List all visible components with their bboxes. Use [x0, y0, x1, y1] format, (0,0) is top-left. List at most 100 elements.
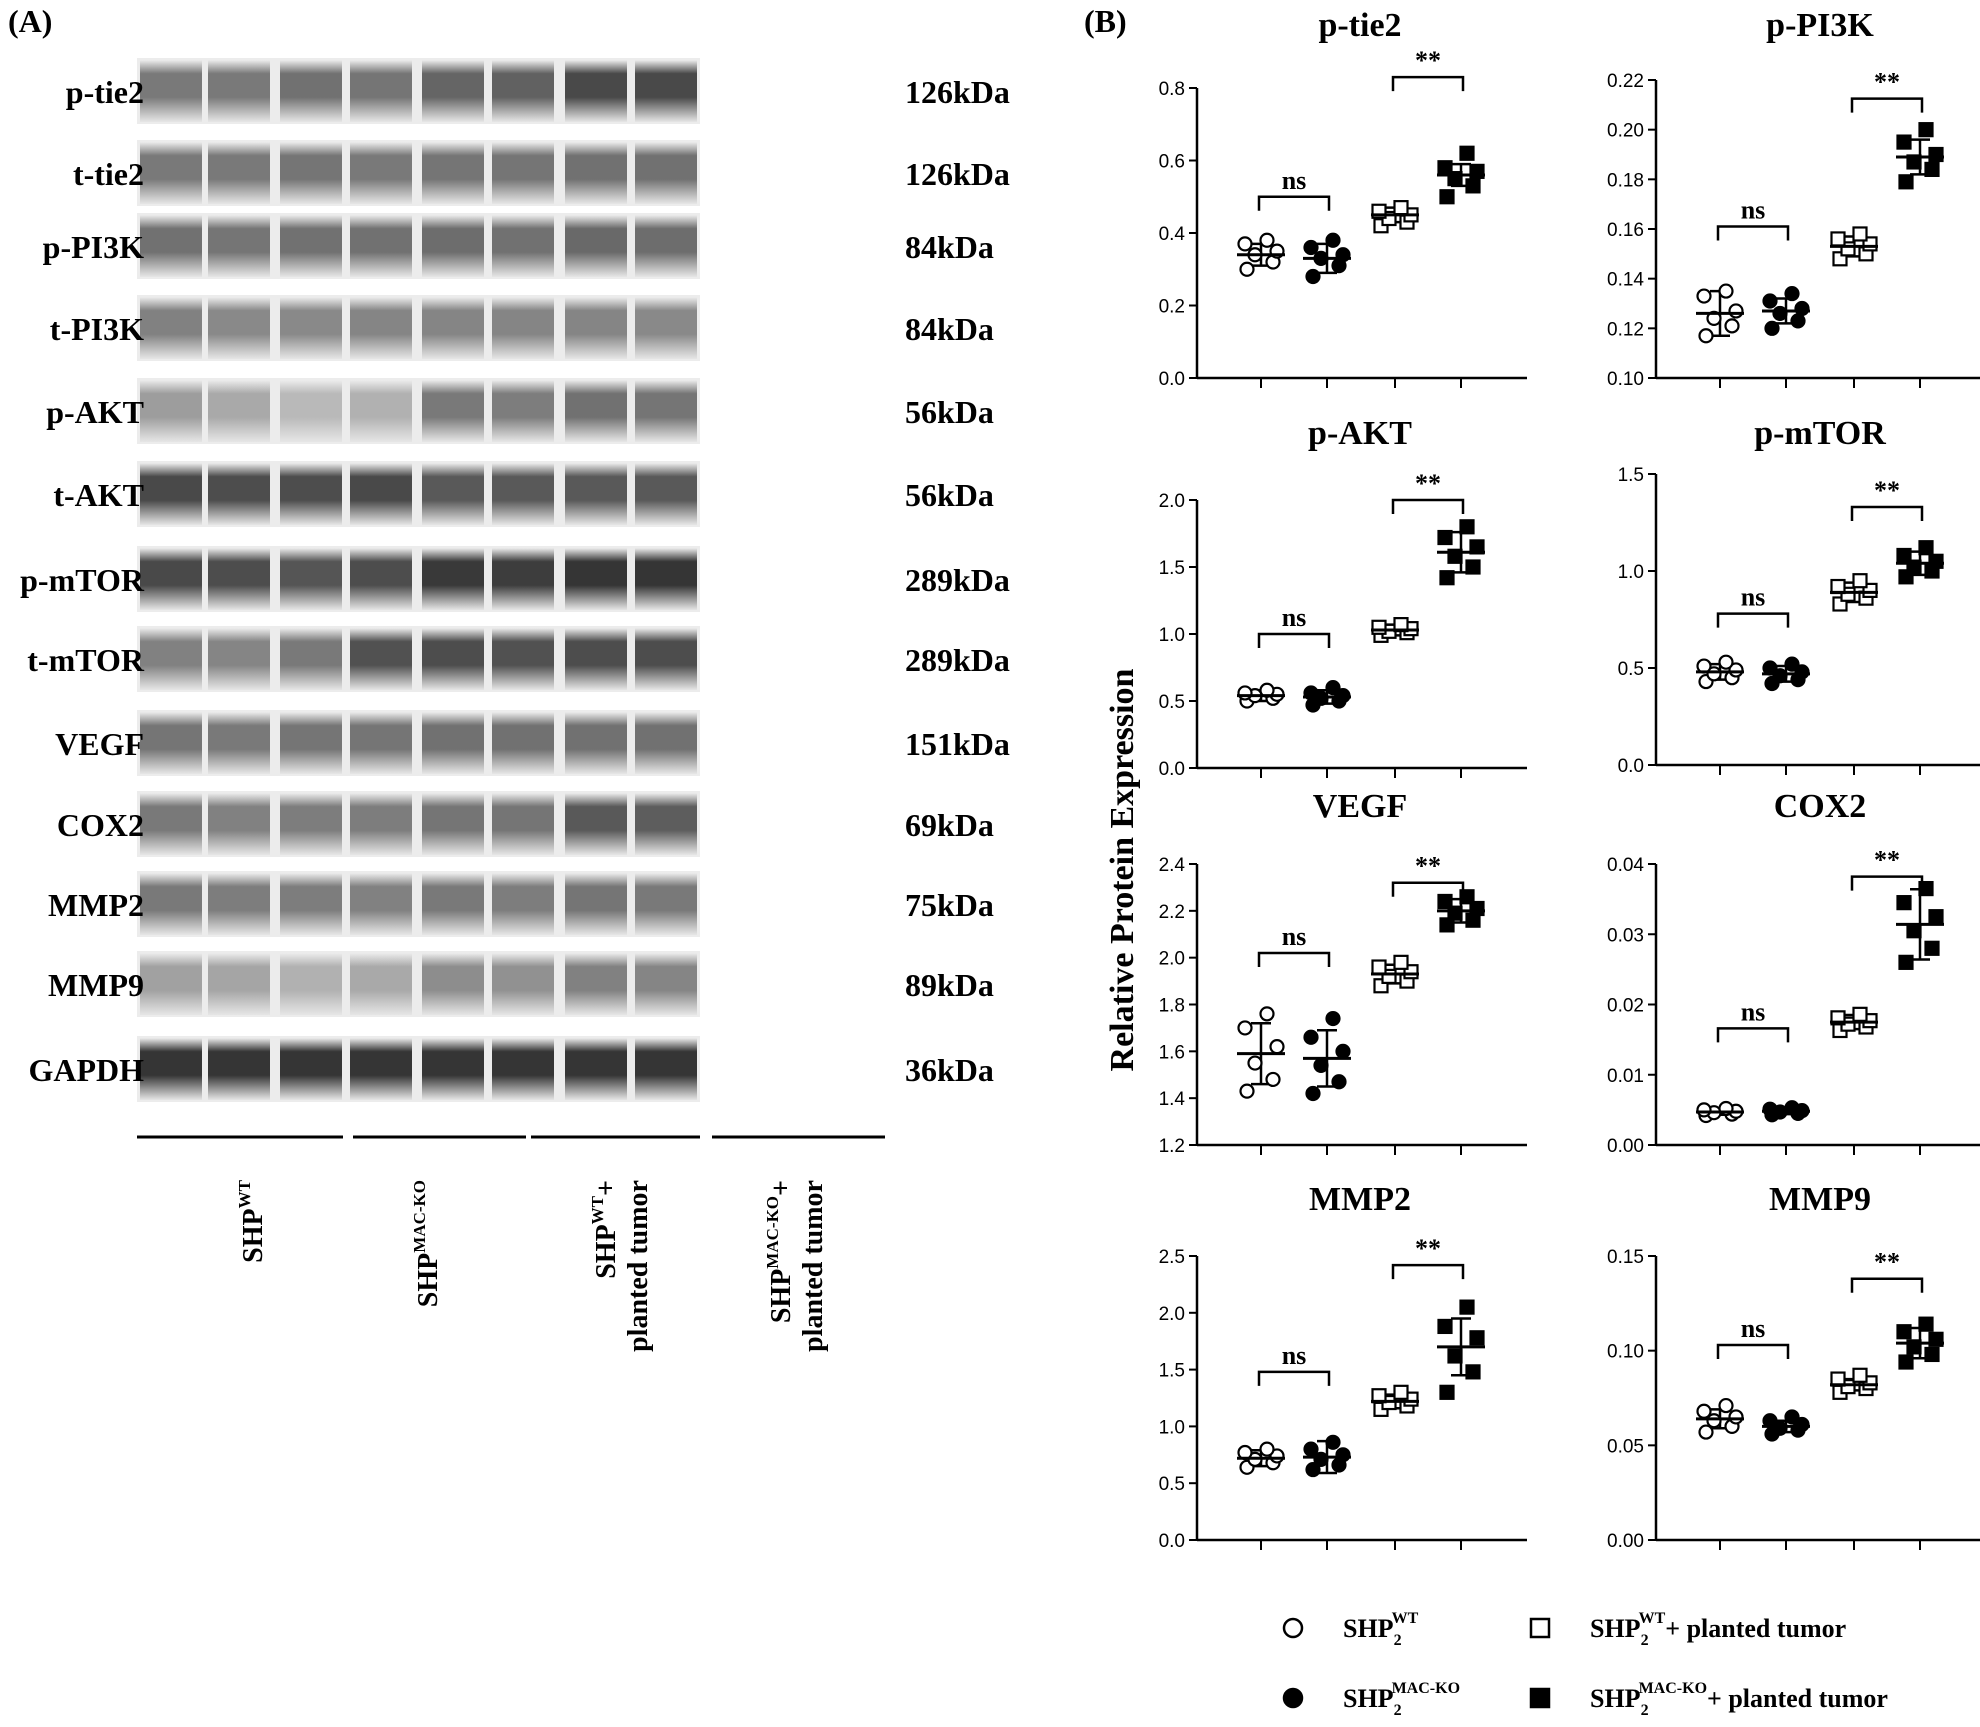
blot-lane-8 — [635, 380, 697, 442]
significance-bracket: ** — [1850, 846, 1924, 891]
y-tick-label: 1.6 — [1159, 1042, 1185, 1063]
blot-lane-5 — [422, 142, 484, 204]
significance-bracket: ** — [1850, 68, 1924, 113]
data-point — [1239, 261, 1255, 277]
blot-lane-8 — [635, 215, 697, 277]
data-point — [1371, 619, 1387, 635]
blot-row-p-tie2: p-tie2 126kDa — [66, 58, 1010, 124]
blot-lane-2 — [208, 1038, 270, 1100]
blot-lane-2 — [208, 712, 270, 774]
data-point — [1393, 1384, 1409, 1400]
group-open-square — [1830, 1006, 1878, 1039]
group-filled-circle — [1762, 285, 1810, 336]
group-open-square — [1371, 954, 1419, 994]
y-tick-label: 1.5 — [1618, 465, 1644, 486]
data-point — [1305, 1461, 1321, 1478]
group-filled-circle — [1303, 1010, 1351, 1102]
y-tick-label: 0.0 — [1159, 759, 1185, 780]
blot-lane-6 — [492, 142, 554, 204]
legend: SHP2WT SHP2WT+ planted tumor SHP2MAC-KO SHP… — [1282, 1610, 1888, 1719]
significance-bracket: ** — [1391, 852, 1465, 897]
blot-lane-2 — [208, 628, 270, 690]
blot-lane-4 — [350, 1038, 412, 1100]
blot-row-p-pi3k: p-PI3K 84kDa — [43, 213, 994, 279]
significance-label: ns — [1282, 1341, 1307, 1370]
data-point — [1469, 1330, 1485, 1346]
data-point — [1239, 1083, 1255, 1099]
data-point — [1437, 160, 1453, 176]
y-tick-label: 2.0 — [1159, 949, 1185, 970]
blot-row-p-akt: p-AKT 56kDa — [46, 378, 994, 444]
blot-label: MMP9 — [48, 967, 144, 1003]
blot-lane-8 — [635, 793, 697, 855]
blot-lane-8 — [635, 142, 697, 204]
data-point — [1924, 940, 1940, 956]
chart-title: VEGF — [1313, 788, 1407, 825]
y-tick-label: 0.8 — [1159, 79, 1185, 100]
y-tick-label: 0.00 — [1607, 1136, 1644, 1157]
blot-lane-6 — [492, 215, 554, 277]
y-tick-label: 2.5 — [1159, 1247, 1185, 1268]
kda-label: 36kDa — [905, 1052, 994, 1088]
legend-item-open-square: SHP2WT+ planted tumor — [1529, 1610, 1846, 1649]
chart-title: p-mTOR — [1754, 415, 1886, 452]
group-open-circle — [1696, 1397, 1744, 1440]
data-point — [1718, 1397, 1734, 1414]
group-label-line2: planted tumor — [623, 1180, 654, 1352]
blot-label: MMP2 — [48, 887, 144, 923]
kda-label: 289kDa — [905, 562, 1010, 598]
group-open-square — [1371, 200, 1419, 234]
data-point — [1898, 954, 1914, 970]
blot-row-mmp9: MMP9 89kDa — [48, 951, 994, 1017]
blot-label: p-mTOR — [20, 562, 145, 598]
group-open-circle — [1237, 1006, 1285, 1099]
blot-lane-2 — [208, 142, 270, 204]
blot-lane-4 — [350, 793, 412, 855]
bracket-line — [1391, 881, 1465, 897]
significance-label: ns — [1741, 196, 1766, 225]
kda-label: 151kDa — [905, 726, 1010, 762]
y-tick-label: 0.02 — [1607, 996, 1644, 1017]
group-open-circle — [1696, 654, 1744, 690]
blot-lane-8 — [635, 953, 697, 1015]
data-point — [1393, 200, 1409, 216]
significance-bracket: ** — [1391, 1234, 1465, 1280]
group-open-square — [1830, 573, 1878, 612]
blot-label: GAPDH — [28, 1052, 144, 1088]
blot-lane-5 — [422, 712, 484, 774]
y-tick-label: 0.03 — [1607, 925, 1644, 946]
data-point — [1265, 1071, 1281, 1088]
blot-lane-1 — [140, 463, 202, 525]
blot-lane-4 — [350, 873, 412, 935]
blot-lane-1 — [140, 215, 202, 277]
significance-label: ns — [1282, 603, 1307, 632]
blot-lane-6 — [492, 1038, 554, 1100]
blot-lane-5 — [422, 380, 484, 442]
data-point — [1918, 1316, 1934, 1332]
blot-lane-5 — [422, 215, 484, 277]
data-point — [1918, 540, 1934, 556]
group-filled-square — [1437, 145, 1485, 205]
blot-lane-8 — [635, 628, 697, 690]
significance-label: ns — [1741, 997, 1766, 1026]
data-point — [1906, 154, 1922, 170]
data-point — [1439, 189, 1455, 205]
group-filled-square — [1437, 1299, 1485, 1400]
legend-label: SHP2WT — [1343, 1610, 1419, 1649]
data-point — [1852, 226, 1868, 242]
chart-p-pi3k: p-PI3K 0.10 0.12 0.14 0.16 0.18 0.20 0.22 ns ** — [1607, 7, 1980, 390]
data-point — [1762, 293, 1778, 309]
chart-p-tie2: p-tie2 0.0 0.2 0.4 0.6 0.8 ns ** — [1159, 7, 1527, 390]
significance-bracket: ns — [1716, 997, 1790, 1043]
group-open-circle — [1696, 283, 1744, 344]
blot-lane-5 — [422, 953, 484, 1015]
y-tick-label: 0.04 — [1607, 855, 1644, 876]
data-point — [1906, 923, 1922, 939]
blot-lane-6 — [492, 873, 554, 935]
y-tick-label: 0.12 — [1607, 319, 1644, 340]
data-point — [1728, 303, 1744, 319]
blot-lane-6 — [492, 463, 554, 525]
group-filled-circle — [1303, 232, 1351, 285]
group-filled-circle — [1303, 1434, 1351, 1478]
